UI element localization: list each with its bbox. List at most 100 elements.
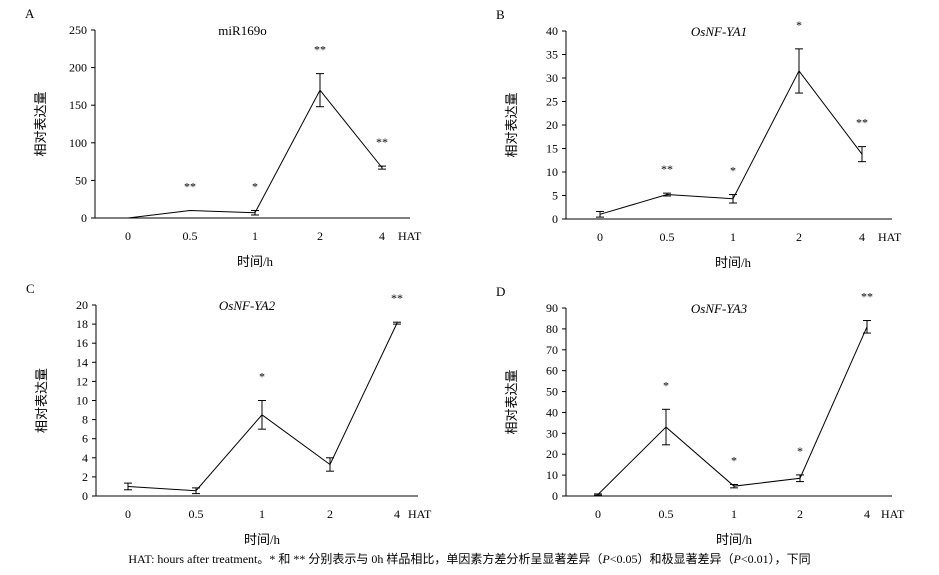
panel-d-y-tick-label: 80 [546,322,558,336]
panel-c-x-label: 时间/h [244,532,281,547]
panel-d-x-tick-label: 0 [595,507,601,521]
panel-b: B OsNF-YA1 0 5 10 15 20 25 30 35 40 相对表达量 0 0.5 1 2 4 HAT… [496,7,902,270]
panel-b-y-tick-label: 5 [552,189,558,203]
panel-c-x-tick-label: 4 [394,507,400,521]
panel-d-y-tick-label: 90 [546,301,558,315]
caption-prefix: HAT: hours after treatment。* 和 ** 分别表示与 … [128,552,603,566]
panel-b-y-tick-label: 20 [546,118,558,132]
panel-a-significance-marker: ** [314,43,326,57]
panel-d-significance-marker: * [731,454,737,468]
panel-a-series-line [127,89,383,219]
panel-c-letter: C [26,281,35,296]
panel-c-x-unit: HAT [408,507,432,521]
panel-d-y-tick-label: 30 [546,426,558,440]
panel-c-y-tick-label: 20 [76,298,88,312]
panel-b-y-tick-label: 25 [546,95,558,109]
panel-a-x-tick-label: 0 [125,229,131,243]
panel-d-x-unit: HAT [881,507,905,521]
panel-d-letter: D [496,284,505,299]
panel-a-significance-marker: ** [376,135,388,149]
panel-c-significance-marker: * [259,370,265,384]
panel-b-x-tick-label: 2 [796,230,802,244]
figure-caption: HAT: hours after treatment。* 和 ** 分别表示与 … [0,550,939,567]
panel-a-x-tick-label: 0.5 [183,229,198,243]
panel-b-x-tick-label: 0 [597,230,603,244]
panel-b-y-tick-label: 30 [546,71,558,85]
panel-b-significance-marker: * [796,18,802,32]
panel-d-x-tick-label: 0.5 [659,507,674,521]
panel-b-series-line [599,70,863,215]
panel-d-y-label: 相对表达量 [504,369,519,434]
panel-b-significance-marker: ** [661,162,673,176]
panel-a-y-tick-label: 0 [81,211,87,225]
panel-c-y-tick-label: 14 [76,355,88,369]
panel-d-y-tick-label: 20 [546,447,558,461]
panel-b-significance-marker: ** [856,116,868,130]
panel-c-title: OsNF-YA2 [219,298,276,313]
panel-a-y-tick-label: 100 [69,136,87,150]
panel-d-y-tick-label: 10 [546,468,558,482]
panel-a-y-label: 相对表达量 [33,91,48,156]
panel-c-y-tick-label: 18 [76,317,88,331]
panel-b-x-tick-label: 1 [730,230,736,244]
panel-a-title: miR169o [218,23,266,38]
panel-d-significance-marker: ** [861,290,873,304]
panel-c-x-tick-label: 0 [125,507,131,521]
panel-c-y-tick-label: 16 [76,336,88,350]
panel-a-y-tick-label: 250 [69,23,87,37]
panel-c-x-tick-label: 0.5 [189,507,204,521]
panel-b-x-unit: HAT [878,230,902,244]
caption-suffix: <0.01），下同 [740,552,811,566]
panel-b-x-label: 时间/h [715,255,752,270]
panel-c-y-label: 相对表达量 [34,368,49,433]
panel-b-significance-marker: * [730,164,736,178]
panel-c-y-tick-label: 2 [82,470,88,484]
panel-a-y-tick-label: 200 [69,61,87,75]
panel-b-y-tick-label: 40 [546,24,558,38]
panel-c-y-tick-label: 0 [82,489,88,503]
caption-p-symbol-2: P [733,552,741,566]
panel-d-significance-marker: * [663,378,669,392]
panel-b-x-tick-label: 4 [859,230,865,244]
panel-c-x-tick-label: 2 [327,507,333,521]
caption-p-symbol-1: P [602,552,610,566]
panel-a-significance-marker: * [252,179,258,193]
panel-b-y-tick-label: 0 [552,212,558,226]
panel-d-title: OsNF-YA3 [691,301,748,316]
panel-b-letter: B [496,7,505,22]
panel-d-x-label: 时间/h [716,532,753,547]
panel-c-y-tick-label: 4 [82,451,88,465]
panel-a-x-tick-label: 1 [252,229,258,243]
panel-d-significance-marker: * [797,444,803,458]
caption-middle: <0.05）和极显著差异（ [609,552,734,566]
panel-c-y-tick-label: 12 [76,374,88,388]
panel-a-y-tick-label: 50 [75,173,87,187]
panel-d-x-tick-label: 4 [864,507,870,521]
panel-d-y-tick-label: 60 [546,364,558,378]
panel-a-x-unit: HAT [398,229,422,243]
panel-a-x-tick-label: 2 [317,229,323,243]
panel-a-significance-marker: ** [184,179,196,193]
panel-a-letter: A [25,6,35,21]
panel-b-y-label: 相对表达量 [504,92,519,157]
panel-c-y-tick-label: 10 [76,394,88,408]
panel-b-x-tick-label: 0.5 [660,230,675,244]
panel-d-series-line [597,326,868,495]
panel-c-y-tick-label: 6 [82,432,88,446]
panel-a-y-tick-label: 150 [69,98,87,112]
panel-d-y-tick-label: 0 [552,489,558,503]
panel-b-y-tick-label: 10 [546,165,558,179]
panel-d: D OsNF-YA3 0 10 20 30 40 50 60 70 80 90 相对表达量 0 0.5 1 2 4… [496,284,905,547]
panel-d-y-tick-label: 50 [546,385,558,399]
panel-c-x-tick-label: 1 [259,507,265,521]
panel-a-x-label: 时间/h [237,254,274,269]
panel-c-y-tick-label: 8 [82,413,88,427]
panel-d-y-tick-label: 40 [546,405,558,419]
panel-b-title: OsNF-YA1 [691,24,747,39]
panel-d-x-tick-label: 1 [731,507,737,521]
panel-c-significance-marker: ** [391,291,403,305]
panel-b-y-tick-label: 35 [546,48,558,62]
